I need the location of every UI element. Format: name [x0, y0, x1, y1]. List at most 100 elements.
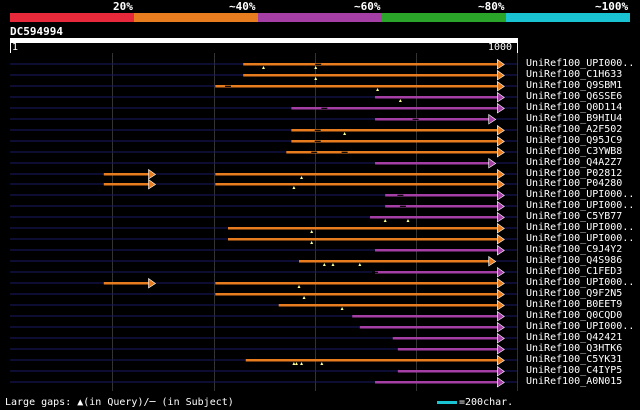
hit-row [10, 244, 517, 256]
query-gap-marker [292, 362, 296, 365]
query-gap-marker [310, 241, 314, 244]
hit-label[interactable]: UniRef100_UPI000.. [526, 189, 635, 200]
hit-segment [375, 381, 499, 384]
hit-label[interactable]: UniRef100_B0EET9 [526, 299, 623, 310]
hit-segment [228, 238, 499, 241]
hit-end-arrow [488, 113, 497, 125]
hit-segment [215, 293, 499, 296]
hit-label[interactable]: UniRef100_UPI000.. [526, 58, 635, 69]
hit-label[interactable]: UniRef100_P02812 [526, 168, 623, 179]
scale-label: =200char. [459, 397, 514, 408]
hit-row [10, 102, 517, 114]
hit-end-arrow [497, 69, 505, 81]
hit-end-arrow [488, 255, 497, 267]
hit-label[interactable]: UniRef100_Q9F2N5 [526, 288, 623, 299]
hit-label[interactable]: UniRef100_C5YK31 [526, 354, 623, 365]
hit-segment [298, 260, 490, 263]
hit-label[interactable]: UniRef100_Q0D114 [526, 102, 623, 113]
legend-color-orange [134, 13, 258, 22]
hit-segment [375, 162, 490, 165]
hit-row [10, 80, 517, 92]
hit-label[interactable]: UniRef100_C3YWB8 [526, 146, 623, 157]
query-gap-marker [314, 77, 318, 80]
legend-color-red [10, 13, 134, 22]
hit-label[interactable]: UniRef100_C5YB77 [526, 211, 623, 222]
hit-label[interactable]: UniRef100_Q6SSE6 [526, 91, 623, 102]
grid-line [416, 53, 417, 391]
hit-end-arrow [497, 376, 505, 388]
hit-label[interactable]: UniRef100_UPI000.. [526, 277, 635, 288]
hit-label[interactable]: UniRef100_A0N015 [526, 376, 623, 387]
hit-label[interactable]: UniRef100_C1FED3 [526, 266, 623, 277]
hit-row [10, 222, 517, 234]
hit-row [10, 310, 517, 322]
hit-row [10, 189, 517, 201]
hit-end-arrow [148, 178, 157, 190]
hit-segment [291, 129, 499, 132]
hit-label[interactable]: UniRef100_P04280 [526, 178, 623, 189]
query-gap-marker [322, 263, 326, 266]
hit-row [10, 157, 517, 169]
legend-label-40: ~40% [229, 0, 256, 13]
hit-label[interactable]: UniRef100_Q4S986 [526, 255, 623, 266]
hit-end-arrow [497, 189, 505, 201]
hit-label[interactable]: UniRef100_Q95JC9 [526, 135, 623, 146]
hit-row [10, 233, 517, 245]
hit-row [10, 354, 517, 366]
hit-segment [215, 173, 499, 176]
hit-segment [375, 96, 499, 99]
hit-label[interactable]: UniRef100_A2F502 [526, 124, 623, 135]
hit-label[interactable]: UniRef100_C4IYP5 [526, 365, 623, 376]
hit-segment [243, 63, 499, 66]
hit-row [10, 146, 517, 158]
ruler-end-tick [517, 43, 518, 53]
hit-label[interactable]: UniRef100_C9J4Y2 [526, 244, 623, 255]
hit-label[interactable]: UniRef100_C1H633 [526, 69, 623, 80]
hit-end-arrow [497, 332, 505, 344]
hit-segment [375, 271, 499, 274]
hit-label[interactable]: UniRef100_Q42421 [526, 332, 623, 343]
hit-row [10, 135, 517, 147]
hit-end-arrow [497, 58, 505, 70]
legend-label-100: ~100% [595, 0, 629, 13]
hit-segment [278, 304, 499, 307]
legend-color-green [382, 13, 506, 22]
hit-end-arrow [148, 168, 157, 180]
hit-row [10, 255, 517, 267]
query-gap-marker [376, 88, 380, 91]
hit-segment [103, 282, 150, 285]
hit-label[interactable]: UniRef100_UPI000.. [526, 233, 635, 244]
hit-end-arrow [148, 277, 157, 289]
hit-label[interactable]: UniRef100_Q0CQD0 [526, 310, 623, 321]
hit-end-arrow [497, 266, 505, 278]
hit-end-arrow [497, 211, 505, 223]
hit-row [10, 211, 517, 223]
query-ruler [10, 38, 518, 43]
hit-end-arrow [497, 288, 505, 300]
hit-segment [291, 140, 499, 143]
grid-line [112, 53, 113, 391]
hit-row [10, 91, 517, 103]
hit-label[interactable]: UniRef100_Q3HTK6 [526, 343, 623, 354]
hit-end-arrow [497, 354, 505, 366]
query-gap-marker [340, 307, 344, 310]
hit-segment [243, 74, 499, 77]
hit-label[interactable]: UniRef100_B9HIU4 [526, 113, 623, 124]
hit-row [10, 124, 517, 136]
grid-line [315, 53, 316, 391]
hit-label[interactable]: UniRef100_UPI000.. [526, 222, 635, 233]
query-gap-marker [297, 285, 301, 288]
hit-label[interactable]: UniRef100_Q9SBM1 [526, 80, 623, 91]
hit-label[interactable]: UniRef100_UPI000.. [526, 200, 635, 211]
hit-segment [245, 359, 499, 362]
hit-end-arrow [497, 124, 505, 136]
query-gap-marker [262, 66, 265, 69]
hit-row [10, 321, 517, 333]
hit-end-arrow [497, 343, 505, 355]
hit-segment [215, 85, 499, 88]
hit-end-arrow [497, 310, 505, 322]
legend-color-purple [258, 13, 382, 22]
hit-label[interactable]: UniRef100_Q4A2Z7 [526, 157, 623, 168]
hit-label[interactable]: UniRef100_UPI000.. [526, 321, 635, 332]
